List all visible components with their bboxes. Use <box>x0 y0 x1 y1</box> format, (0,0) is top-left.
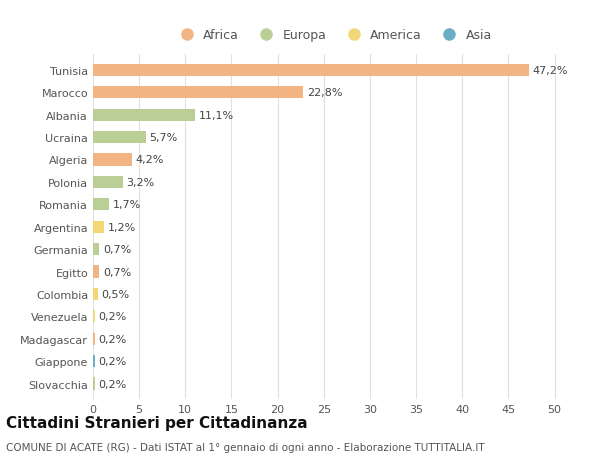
Text: 3,2%: 3,2% <box>126 178 154 187</box>
Bar <box>93 199 109 211</box>
Bar <box>93 288 98 300</box>
Text: 0,7%: 0,7% <box>103 245 131 255</box>
Text: 11,1%: 11,1% <box>199 111 234 120</box>
Bar <box>93 132 146 144</box>
Bar <box>93 109 196 122</box>
Text: 1,7%: 1,7% <box>112 200 140 210</box>
Text: 5,7%: 5,7% <box>149 133 178 143</box>
Bar <box>93 355 95 368</box>
Legend: Africa, Europa, America, Asia: Africa, Europa, America, Asia <box>174 29 492 42</box>
Text: 47,2%: 47,2% <box>532 66 568 76</box>
Text: 4,2%: 4,2% <box>136 155 164 165</box>
Text: 0,2%: 0,2% <box>98 379 127 389</box>
Bar <box>93 378 95 390</box>
Bar <box>93 310 95 323</box>
Bar <box>93 176 122 189</box>
Bar <box>93 87 304 99</box>
Bar <box>93 221 104 233</box>
Bar <box>93 266 100 278</box>
Bar <box>93 243 100 256</box>
Text: 22,8%: 22,8% <box>307 88 343 98</box>
Bar <box>93 333 95 345</box>
Text: Cittadini Stranieri per Cittadinanza: Cittadini Stranieri per Cittadinanza <box>6 415 308 431</box>
Text: 0,5%: 0,5% <box>101 289 130 299</box>
Text: COMUNE DI ACATE (RG) - Dati ISTAT al 1° gennaio di ogni anno - Elaborazione TUTT: COMUNE DI ACATE (RG) - Dati ISTAT al 1° … <box>6 442 485 452</box>
Text: 0,2%: 0,2% <box>98 334 127 344</box>
Text: 0,2%: 0,2% <box>98 356 127 366</box>
Text: 1,2%: 1,2% <box>108 222 136 232</box>
Text: 0,2%: 0,2% <box>98 312 127 322</box>
Bar <box>93 154 132 166</box>
Text: 0,7%: 0,7% <box>103 267 131 277</box>
Bar <box>93 65 529 77</box>
